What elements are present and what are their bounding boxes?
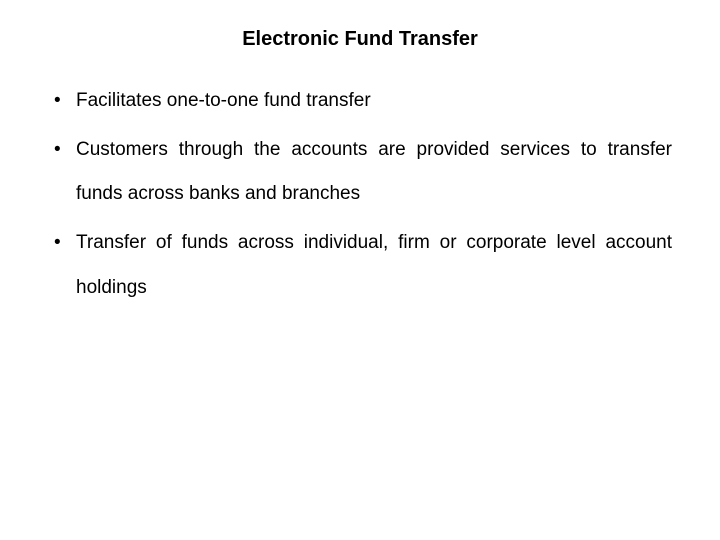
bullet-list: Facilitates one-to-one fund transfer Cus… (48, 79, 672, 310)
list-item: Facilitates one-to-one fund transfer (48, 79, 672, 124)
list-item: Transfer of funds across individual, fir… (48, 221, 672, 310)
slide-title: Electronic Fund Transfer (48, 28, 672, 51)
slide: Electronic Fund Transfer Facilitates one… (0, 0, 720, 540)
list-item: Customers through the accounts are provi… (48, 128, 672, 217)
